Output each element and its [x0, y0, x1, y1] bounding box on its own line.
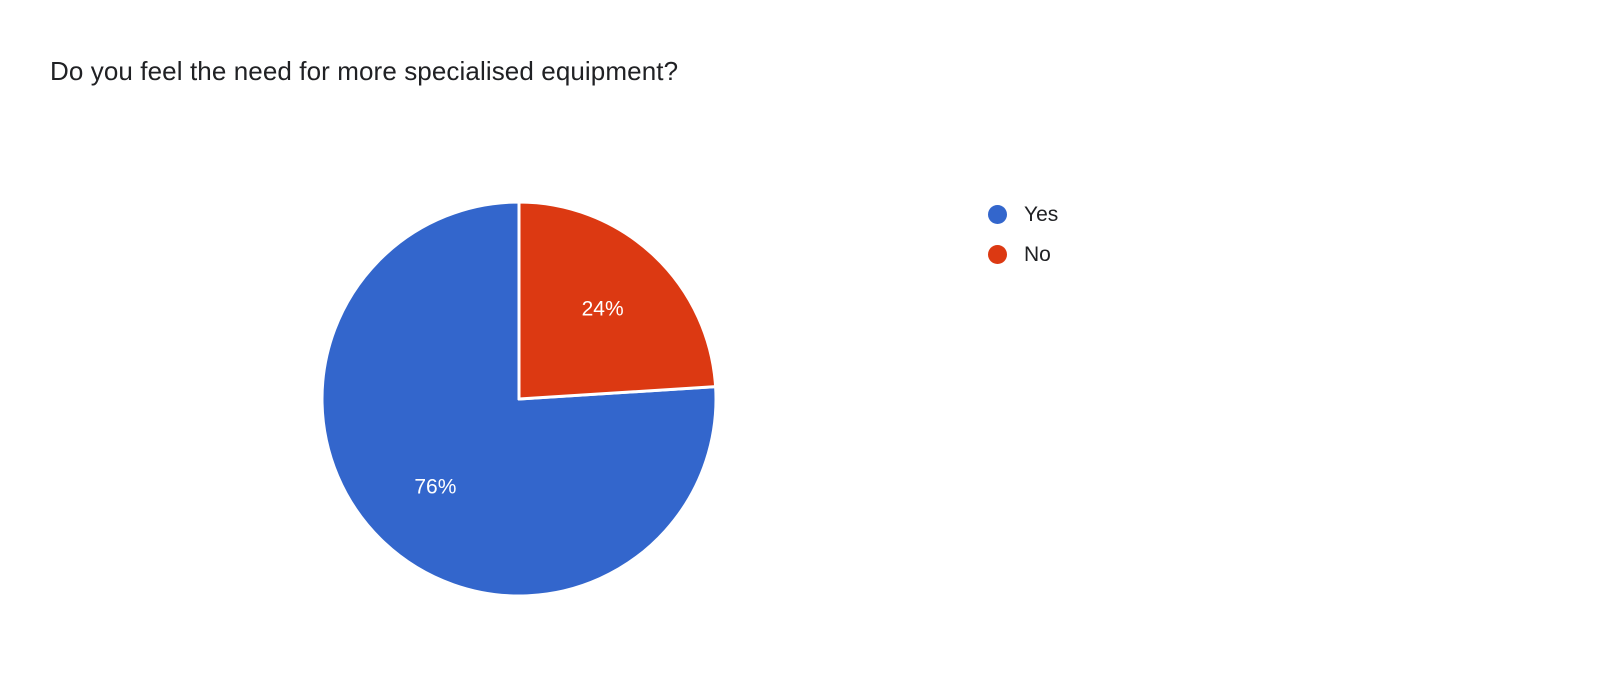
pie-slice-yes[interactable] — [320, 200, 718, 598]
pie-slice-label-yes: 76% — [414, 476, 456, 499]
pie-slice-label-no: 24% — [582, 298, 624, 321]
chart-title: Do you feel the need for more specialise… — [50, 56, 679, 86]
legend-circle-icon-no — [988, 245, 1007, 264]
legend-item-no[interactable]: No — [988, 241, 1058, 268]
legend-item-label: No — [1024, 242, 1051, 266]
pie-plot-area: 76% 24% — [320, 200, 722, 602]
pie-slices-group — [320, 200, 718, 598]
pie-svg: 76% 24% — [320, 200, 718, 598]
pie-slice-no[interactable] — [517, 200, 718, 401]
legend-circle-icon-yes — [988, 205, 1007, 224]
pie-data-labels-group: 76% 24% — [414, 298, 623, 499]
legend-item-label: Yes — [1024, 202, 1059, 226]
legend-item-yes[interactable]: Yes — [988, 201, 1058, 228]
chart-legend: Yes No — [988, 201, 1058, 268]
